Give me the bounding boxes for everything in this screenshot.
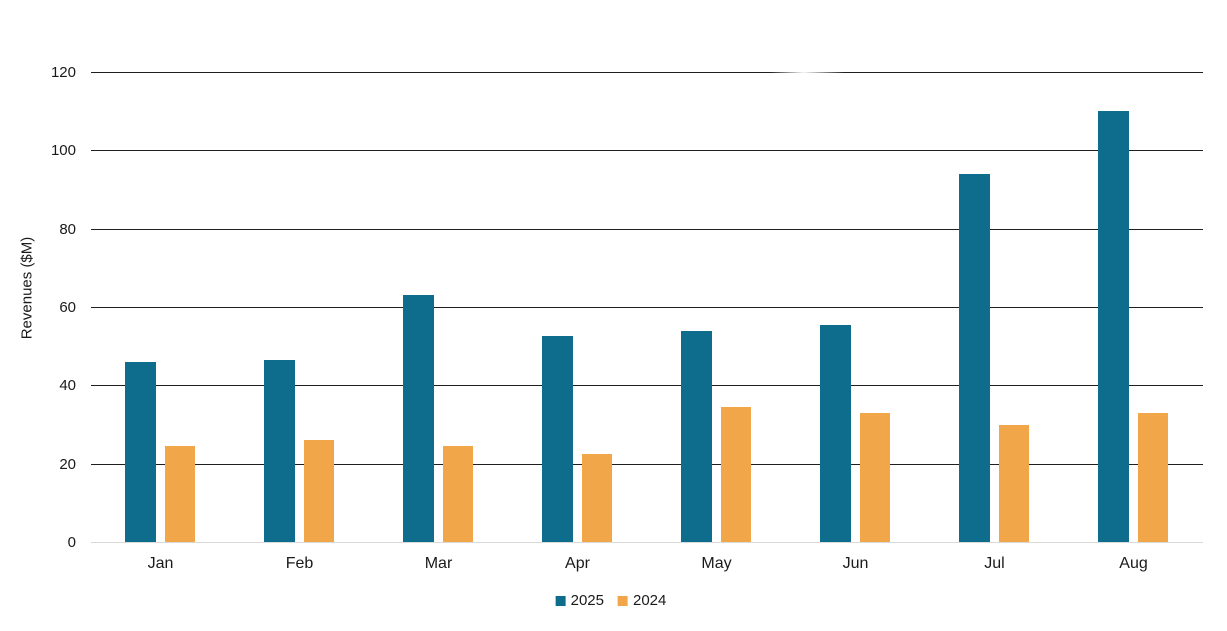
x-tick-label-may: May — [701, 555, 732, 572]
bar-2025-jun — [820, 324, 851, 542]
bar-2024-aug — [1138, 412, 1168, 543]
bar-2024-feb — [304, 440, 334, 542]
bar-2024-mar — [443, 446, 473, 542]
bar-2024-apr — [582, 453, 612, 542]
bar-2025-apr — [542, 336, 573, 542]
y-tick-label-60: 60 — [59, 299, 76, 316]
gridline-100 — [91, 150, 1203, 151]
bar-2024-jun — [860, 412, 890, 543]
bar-2024-jul — [999, 424, 1029, 542]
x-tick-label-jan: Jan — [147, 555, 174, 572]
gridline-120 — [91, 72, 1203, 73]
bar-2025-jan — [125, 361, 156, 542]
x-tick-label-feb: Feb — [285, 555, 314, 572]
gridline-80 — [91, 229, 1203, 230]
gridline-60 — [91, 307, 1203, 308]
legend-label-2024: 2024 — [633, 592, 667, 609]
y-tick-label-40: 40 — [59, 377, 76, 394]
legend-swatch-2024 — [618, 595, 628, 606]
y-axis-title: Revenues ($M) — [18, 236, 36, 340]
gridline-20 — [91, 464, 1203, 465]
x-tick-label-mar: Mar — [424, 555, 453, 572]
y-tick-label-120: 120 — [50, 64, 76, 81]
bar-2025-feb — [264, 359, 295, 542]
chart-legend: 2025 2024 — [555, 592, 666, 609]
x-tick-label-aug: Aug — [1119, 555, 1148, 572]
legend-entry-2025: 2025 — [555, 592, 604, 609]
legend-label-2025: 2025 — [570, 592, 604, 609]
y-tick-label-0: 0 — [67, 534, 76, 551]
legend-entry-2024: 2024 — [618, 593, 666, 608]
bar-2024-jan — [165, 446, 195, 542]
gridline-40 — [91, 385, 1203, 386]
y-tick-label-100: 100 — [50, 142, 76, 159]
bar-2025-jul — [959, 173, 990, 542]
x-tick-label-jul: Jul — [984, 555, 1005, 572]
y-tick-label-20: 20 — [59, 456, 76, 473]
bar-2024-may — [721, 406, 751, 542]
bar-2025-aug — [1098, 111, 1129, 542]
x-tick-label-jun: Jun — [842, 555, 869, 572]
x-tick-label-apr: Apr — [565, 555, 590, 572]
gridline-glare-artifact — [770, 71, 845, 74]
bar-2025-may — [681, 330, 712, 542]
y-tick-label-80: 80 — [59, 221, 76, 238]
x-axis-baseline — [91, 542, 1203, 543]
bar-2025-mar — [403, 295, 434, 543]
legend-swatch-2025 — [555, 595, 566, 606]
